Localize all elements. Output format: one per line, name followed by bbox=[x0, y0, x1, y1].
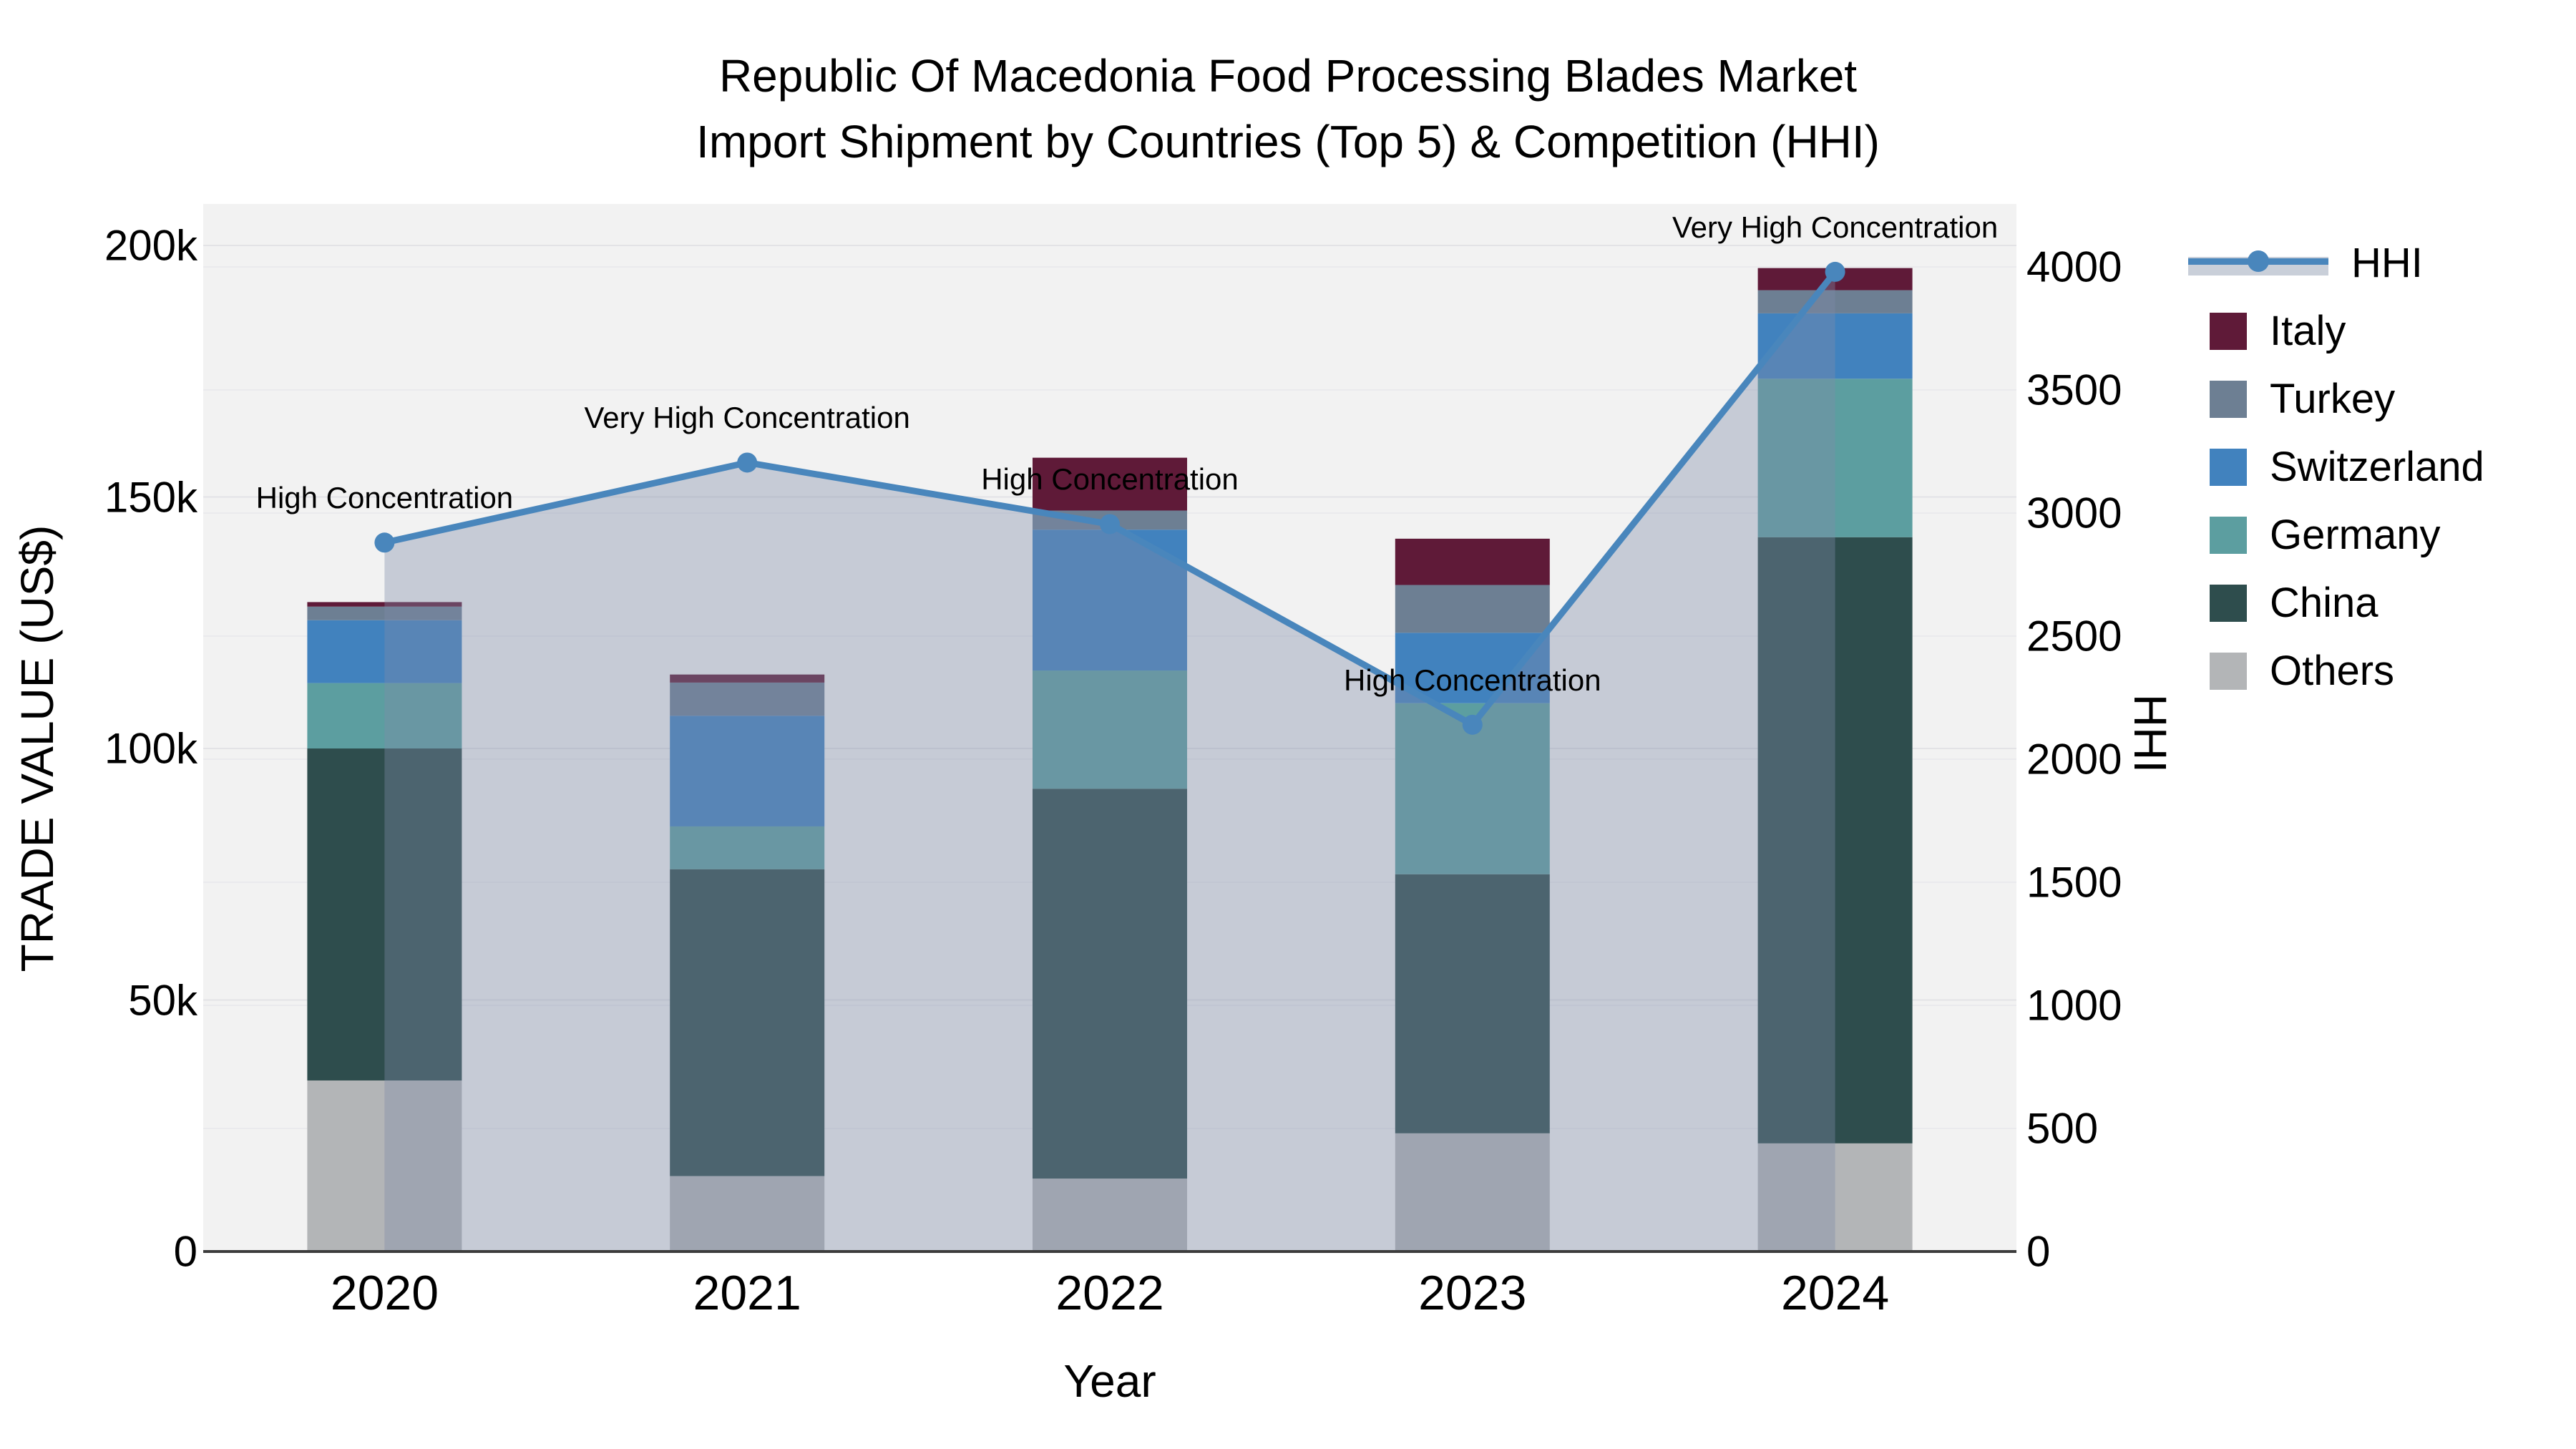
y-left-tick-100k: 100k bbox=[104, 724, 197, 773]
y-left-tick-50k: 50k bbox=[128, 976, 197, 1024]
legend-item-hhi[interactable]: HHI bbox=[2188, 229, 2423, 297]
hhi-marker-2023[interactable] bbox=[1462, 714, 1483, 735]
chart-title-line-2: Import Shipment by Countries (Top 5) & C… bbox=[696, 116, 1880, 167]
bar-segment-switzerland-2023[interactable] bbox=[1395, 633, 1550, 703]
annotation-2024: Very High Concentration bbox=[1672, 210, 1999, 244]
legend-swatch-china bbox=[2210, 584, 2247, 622]
bar-segment-italy-2022[interactable] bbox=[1033, 457, 1187, 511]
y-right-tick-2500: 2500 bbox=[2026, 612, 2122, 660]
hhi-marker-2020[interactable] bbox=[374, 532, 395, 553]
bar-segment-others-2022[interactable] bbox=[1033, 1179, 1187, 1252]
hhi-marker-2021[interactable] bbox=[737, 452, 758, 473]
annotation-2023: High Concentration bbox=[1344, 663, 1601, 697]
hhi-marker-2024[interactable] bbox=[1825, 261, 1845, 282]
bar-segment-germany-2021[interactable] bbox=[670, 826, 825, 869]
bar-segment-china-2024[interactable] bbox=[1757, 537, 1913, 1143]
y-left-tick-200k: 200k bbox=[104, 221, 197, 270]
y-right-tick-3500: 3500 bbox=[2026, 366, 2122, 414]
hhi-line-swatch bbox=[2188, 250, 2328, 275]
y-right-tick-1000: 1000 bbox=[2026, 981, 2122, 1030]
legend-label-hhi: HHI bbox=[2351, 240, 2423, 286]
bar-segment-china-2023[interactable] bbox=[1395, 874, 1550, 1133]
x-tick-2023: 2023 bbox=[1418, 1266, 1527, 1320]
bar-segment-germany-2024[interactable] bbox=[1757, 379, 1913, 537]
legend-swatch-others bbox=[2210, 652, 2247, 690]
bar-segment-others-2021[interactable] bbox=[670, 1176, 825, 1252]
y-right-tick-3000: 3000 bbox=[2026, 489, 2122, 537]
bar-segment-turkey-2020[interactable] bbox=[307, 606, 462, 620]
bar-segment-others-2024[interactable] bbox=[1757, 1143, 1913, 1252]
annotation-2022: High Concentration bbox=[981, 462, 1239, 497]
legend-label-others: Others bbox=[2270, 648, 2395, 694]
legend-swatch-switzerland bbox=[2210, 448, 2247, 486]
x-tick-2021: 2021 bbox=[693, 1266, 801, 1320]
x-axis-title: Year bbox=[1063, 1355, 1156, 1407]
legend-label-turkey: Turkey bbox=[2270, 376, 2396, 422]
bar-segment-turkey-2024[interactable] bbox=[1757, 290, 1913, 313]
bar-segment-germany-2020[interactable] bbox=[307, 683, 462, 748]
y-right-tick-4000: 4000 bbox=[2026, 243, 2122, 291]
bar-segment-china-2021[interactable] bbox=[670, 869, 825, 1176]
bar-segment-turkey-2023[interactable] bbox=[1395, 585, 1550, 633]
y-right-tick-2000: 2000 bbox=[2026, 735, 2122, 784]
legend-label-switzerland: Switzerland bbox=[2270, 444, 2484, 490]
bar-segment-switzerland-2024[interactable] bbox=[1757, 313, 1913, 379]
y-left-tick-0: 0 bbox=[173, 1227, 197, 1276]
bar-segment-switzerland-2020[interactable] bbox=[307, 620, 462, 683]
hhi-marker-2022[interactable] bbox=[1100, 514, 1120, 535]
legend-item-turkey[interactable]: Turkey bbox=[2188, 365, 2395, 433]
legend-item-italy[interactable]: Italy bbox=[2188, 297, 2346, 365]
annotation-2021: Very High Concentration bbox=[584, 401, 910, 435]
legend-swatch-italy bbox=[2210, 312, 2247, 350]
legend-item-china[interactable]: China bbox=[2188, 569, 2379, 637]
y-left-tick-150k: 150k bbox=[104, 473, 197, 521]
hhi-area-fill bbox=[384, 271, 1835, 1252]
legend-swatch-turkey bbox=[2210, 380, 2247, 418]
x-tick-2020: 2020 bbox=[330, 1266, 439, 1320]
legend-swatch-germany bbox=[2210, 516, 2247, 554]
bar-segment-others-2020[interactable] bbox=[307, 1080, 462, 1252]
bar-segment-italy-2020[interactable] bbox=[307, 602, 462, 607]
legend-item-others[interactable]: Others bbox=[2188, 637, 2394, 705]
legend-label-china: China bbox=[2270, 580, 2379, 626]
y-axis-title-right: HHI bbox=[2124, 693, 2176, 774]
legend-label-germany: Germany bbox=[2270, 512, 2441, 558]
bar-segment-germany-2022[interactable] bbox=[1033, 670, 1187, 789]
bar-segment-china-2020[interactable] bbox=[307, 748, 462, 1080]
legend-item-germany[interactable]: Germany bbox=[2188, 501, 2441, 569]
annotation-2020: High Concentration bbox=[255, 481, 514, 515]
y-right-tick-500: 500 bbox=[2026, 1104, 2099, 1153]
x-tick-2022: 2022 bbox=[1055, 1266, 1164, 1320]
hhi-marker-swatch bbox=[2248, 250, 2269, 272]
bar-segment-italy-2021[interactable] bbox=[670, 674, 825, 683]
bar-segment-china-2022[interactable] bbox=[1033, 789, 1187, 1179]
legend-label-italy: Italy bbox=[2270, 308, 2346, 354]
bar-segment-italy-2023[interactable] bbox=[1395, 538, 1550, 585]
legend-item-switzerland[interactable]: Switzerland bbox=[2188, 433, 2484, 501]
y-right-tick-1500: 1500 bbox=[2026, 858, 2122, 907]
bar-segment-others-2023[interactable] bbox=[1395, 1133, 1550, 1252]
chart-title-line-1: Republic Of Macedonia Food Processing Bl… bbox=[718, 50, 1858, 102]
bar-segment-switzerland-2021[interactable] bbox=[670, 716, 825, 826]
y-right-tick-0: 0 bbox=[2026, 1227, 2051, 1276]
bar-segment-turkey-2021[interactable] bbox=[670, 682, 825, 716]
x-tick-2024: 2024 bbox=[1780, 1266, 1890, 1320]
chart-title: Republic Of Macedonia Food Processing Bl… bbox=[0, 43, 2576, 175]
